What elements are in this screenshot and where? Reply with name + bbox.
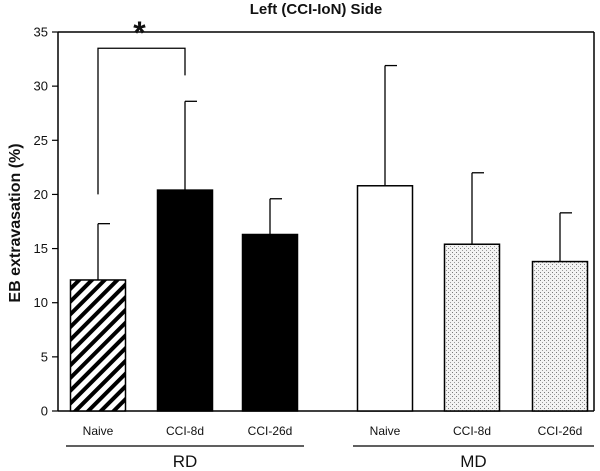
y-tick-label: 20 bbox=[34, 187, 48, 202]
significance-star: * bbox=[133, 15, 146, 51]
group-label: RD bbox=[173, 452, 198, 471]
group-label: MD bbox=[460, 452, 486, 471]
y-tick-label: 30 bbox=[34, 79, 48, 94]
y-tick-label: 5 bbox=[41, 349, 48, 364]
y-tick-label: 35 bbox=[34, 25, 48, 40]
x-category-label: Naive bbox=[83, 424, 114, 438]
chart-title: Left (CCI-IoN) Side bbox=[250, 1, 383, 18]
bar-cci-26d-md bbox=[531, 260, 589, 412]
y-tick-label: 0 bbox=[41, 404, 48, 419]
y-tick-label: 15 bbox=[34, 241, 48, 256]
y-axis-label: EB extravasation (%) bbox=[7, 143, 24, 302]
significance-bracket bbox=[97, 47, 186, 195]
x-category-label: Naive bbox=[370, 424, 401, 438]
group-labels: RD MD bbox=[66, 445, 594, 471]
y-tick-label: 25 bbox=[34, 133, 48, 148]
x-category-label: CCI-8d bbox=[166, 424, 204, 438]
bar-naive-rd bbox=[69, 279, 127, 412]
x-category-label: CCI-8d bbox=[453, 424, 491, 438]
bars bbox=[69, 185, 589, 412]
bar-naive-md bbox=[356, 185, 414, 412]
axes bbox=[57, 31, 595, 412]
bar-cci-8d-rd bbox=[156, 189, 214, 412]
x-axis-categories: Naive CCI-8d CCI-26d Naive CCI-8d CCI-26d bbox=[83, 424, 583, 438]
significance-annotations: * bbox=[97, 15, 186, 195]
y-axis-ticks: 0 5 10 15 20 25 30 35 bbox=[34, 25, 58, 419]
bar-cci-26d-rd bbox=[241, 233, 299, 412]
x-category-label: CCI-26d bbox=[248, 424, 293, 438]
error-bars bbox=[97, 64, 572, 280]
y-tick-label: 10 bbox=[34, 295, 48, 310]
x-category-label: CCI-26d bbox=[538, 424, 583, 438]
bar-cci-8d-md bbox=[443, 243, 501, 412]
